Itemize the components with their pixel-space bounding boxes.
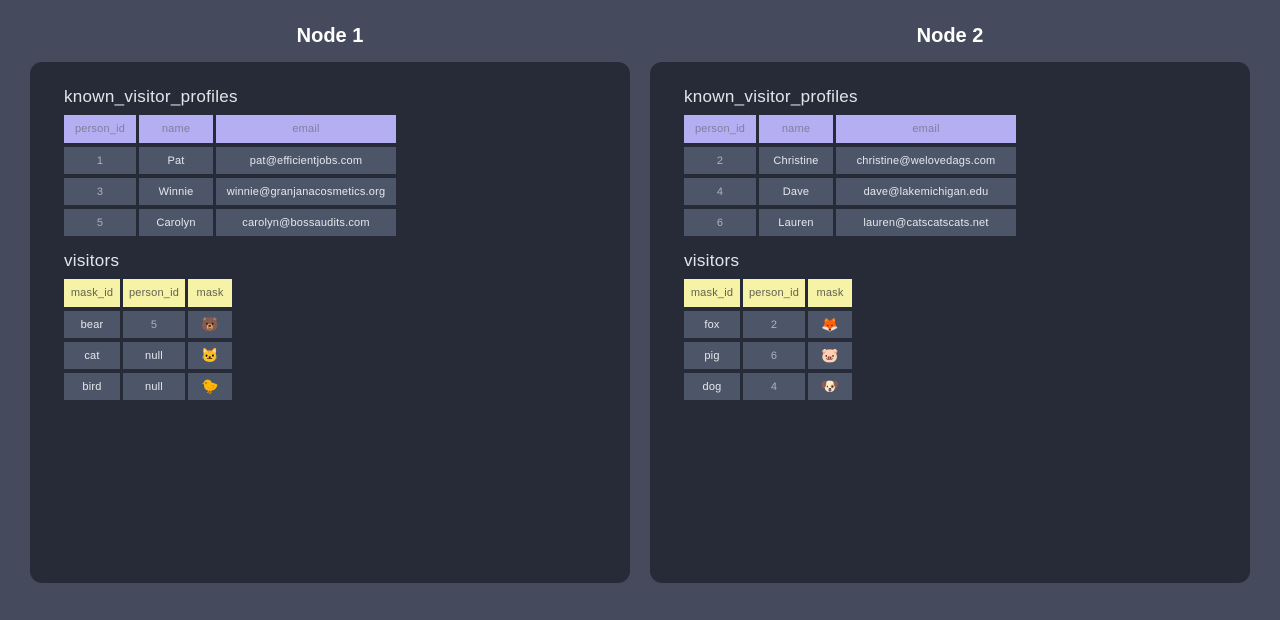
header-row: mask_id person_id mask: [684, 279, 852, 307]
header-row: person_id name email: [64, 115, 396, 143]
known-visitor-profiles-table: person_id name email 1 Pat pat@efficientjobs.…: [64, 115, 396, 240]
table-cell: lauren@catscatscats.net: [836, 209, 1016, 236]
table-row: 5 Carolyn carolyn@bossaudits.com: [64, 209, 396, 236]
table-cell: bear: [64, 311, 120, 338]
visitors-table: mask_id person_id mask fox 2 🦊 pig 6 🐷 dog 4 🐶: [684, 279, 852, 404]
node-2-panel: known_visitor_profiles person_id name emai…: [650, 62, 1250, 583]
node-1-visitors-section: visitors mask_id person_id mask bear 5 🐻 cat nu…: [64, 250, 596, 404]
column-header-name: name: [139, 115, 213, 143]
table-cell: pat@efficientjobs.com: [216, 147, 396, 174]
known-visitor-profiles-title: known_visitor_profiles: [64, 87, 238, 106]
table-cell: Winnie: [139, 178, 213, 205]
table-cell: Carolyn: [139, 209, 213, 236]
page: Node 1 known_visitor_profiles person_id n…: [30, 0, 1250, 583]
mask-emoji-cell: 🐤: [188, 373, 232, 400]
table-cell: null: [123, 342, 185, 369]
table-cell: 1: [64, 147, 136, 174]
table-cell: Dave: [759, 178, 833, 205]
header-row: person_id name email: [684, 115, 1016, 143]
table-cell: dave@lakemichigan.edu: [836, 178, 1016, 205]
node-2: Node 2 known_visitor_profiles person_id n…: [650, 0, 1250, 583]
table-cell: null: [123, 373, 185, 400]
column-header-person_id: person_id: [64, 115, 136, 143]
header-row: mask_id person_id mask: [64, 279, 232, 307]
table-row: 3 Winnie winnie@granjanacosmetics.org: [64, 178, 396, 205]
table-row: fox 2 🦊: [684, 311, 852, 338]
table-row: cat null 🐱: [64, 342, 232, 369]
table-row: 1 Pat pat@efficientjobs.com: [64, 147, 396, 174]
table-cell: fox: [684, 311, 740, 338]
table-row: 4 Dave dave@lakemichigan.edu: [684, 178, 1016, 205]
table-cell: 4: [684, 178, 756, 205]
table-cell: 3: [64, 178, 136, 205]
column-header-person_id: person_id: [743, 279, 805, 307]
table-cell: 2: [684, 147, 756, 174]
mask-emoji-cell: 🐷: [808, 342, 852, 369]
table-cell: Lauren: [759, 209, 833, 236]
node-1-panel: known_visitor_profiles person_id name emai…: [30, 62, 630, 583]
column-header-mask: mask: [808, 279, 852, 307]
node-2-visitors-section: visitors mask_id person_id mask fox 2 🦊 pig 6 🐷 d…: [684, 250, 1216, 404]
table-row: bear 5 🐻: [64, 311, 232, 338]
column-header-name: name: [759, 115, 833, 143]
column-header-mask_id: mask_id: [64, 279, 120, 307]
mask-emoji-cell: 🦊: [808, 311, 852, 338]
table-cell: cat: [64, 342, 120, 369]
mask-emoji-cell: 🐻: [188, 311, 232, 338]
table-cell: 6: [684, 209, 756, 236]
table-cell: bird: [64, 373, 120, 400]
node-1: Node 1 known_visitor_profiles person_id n…: [30, 0, 630, 583]
mask-emoji-cell: 🐱: [188, 342, 232, 369]
known-visitor-profiles-title: known_visitor_profiles: [684, 87, 858, 106]
table-cell: 2: [743, 311, 805, 338]
table-cell: 4: [743, 373, 805, 400]
known-visitor-profiles-table: person_id name email 2 Christine christine@we…: [684, 115, 1016, 240]
column-header-email: email: [216, 115, 396, 143]
table-cell: 6: [743, 342, 805, 369]
table-cell: christine@welovedags.com: [836, 147, 1016, 174]
visitors-table: mask_id person_id mask bear 5 🐻 cat null 🐱 bird nu…: [64, 279, 232, 404]
node-1-title: Node 1: [296, 25, 364, 47]
column-header-mask: mask: [188, 279, 232, 307]
node-2-profiles-section: known_visitor_profiles person_id name emai…: [684, 86, 1216, 240]
visitors-title: visitors: [684, 251, 740, 270]
table-cell: dog: [684, 373, 740, 400]
column-header-person_id: person_id: [684, 115, 756, 143]
table-row: 6 Lauren lauren@catscatscats.net: [684, 209, 1016, 236]
table-cell: winnie@granjanacosmetics.org: [216, 178, 396, 205]
column-header-person_id: person_id: [123, 279, 185, 307]
table-cell: 5: [64, 209, 136, 236]
table-row: bird null 🐤: [64, 373, 232, 400]
table-cell: Christine: [759, 147, 833, 174]
table-cell: 5: [123, 311, 185, 338]
table-row: dog 4 🐶: [684, 373, 852, 400]
node-1-profiles-section: known_visitor_profiles person_id name emai…: [64, 86, 596, 240]
table-cell: pig: [684, 342, 740, 369]
table-cell: Pat: [139, 147, 213, 174]
table-row: pig 6 🐷: [684, 342, 852, 369]
visitors-title: visitors: [64, 251, 120, 270]
table-row: 2 Christine christine@welovedags.com: [684, 147, 1016, 174]
mask-emoji-cell: 🐶: [808, 373, 852, 400]
node-2-title: Node 2: [916, 25, 984, 47]
table-cell: carolyn@bossaudits.com: [216, 209, 396, 236]
column-header-mask_id: mask_id: [684, 279, 740, 307]
column-header-email: email: [836, 115, 1016, 143]
